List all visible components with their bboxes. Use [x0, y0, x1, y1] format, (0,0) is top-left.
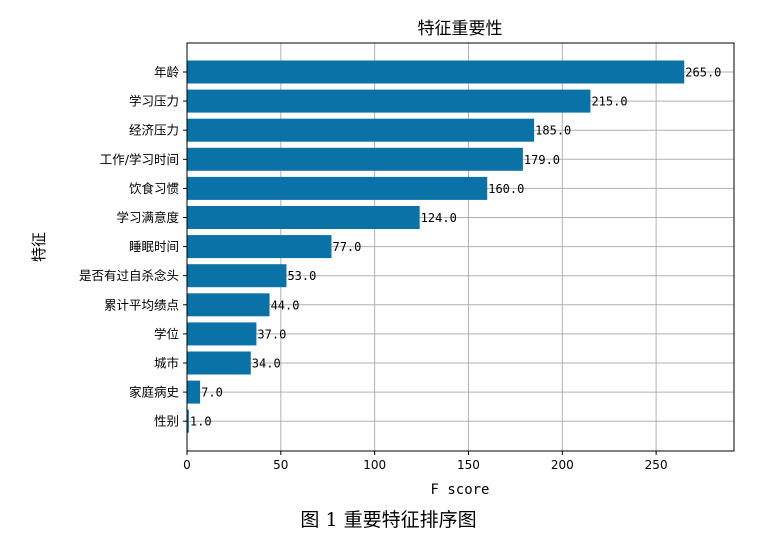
y-tick-label: 是否有过自杀念头	[79, 268, 179, 283]
bar-value-label: 185.0	[535, 124, 571, 138]
x-tick-label: 150	[457, 458, 480, 472]
bar-value-label: 1.0	[190, 415, 212, 429]
y-tick-label: 累计平均绩点	[104, 297, 179, 312]
bar	[187, 206, 420, 229]
bar	[187, 118, 535, 142]
bar-value-label: 77.0	[332, 240, 361, 254]
bar	[187, 89, 591, 113]
x-tick-label: 200	[551, 458, 574, 472]
y-axis-ticks: 年龄学习压力经济压力工作/学习时间饮食习惯学习满意度睡眠时间是否有过自杀念头累计…	[79, 65, 187, 429]
bar-value-label: 7.0	[201, 386, 223, 400]
y-tick-label: 城市	[154, 356, 179, 371]
y-tick-label: 学位	[154, 326, 179, 341]
bar	[187, 264, 287, 288]
y-tick-label: 学习满意度	[116, 210, 179, 225]
bar	[187, 293, 270, 317]
bar	[187, 60, 685, 84]
bar	[187, 351, 251, 375]
figure-caption: 图 1 重要特征排序图	[300, 509, 477, 531]
bar-value-label: 265.0	[685, 66, 721, 80]
y-tick-label: 家庭病史	[129, 385, 180, 400]
bar-value-label: 44.0	[271, 298, 300, 312]
bar-value-label: 53.0	[287, 269, 316, 283]
bar	[187, 147, 523, 171]
y-tick-label: 饮食习惯	[129, 181, 179, 196]
x-axis-title: F score	[430, 482, 489, 498]
bar-value-label: 124.0	[421, 211, 457, 225]
bar-value-label: 37.0	[257, 327, 286, 341]
bar	[187, 176, 488, 200]
bar-value-label: 179.0	[524, 153, 560, 167]
x-tick-label: 250	[645, 458, 668, 472]
bar-value-label: 215.0	[591, 95, 627, 109]
x-axis-ticks: 0 50 100 150 200 250	[183, 451, 668, 472]
bar	[187, 235, 332, 259]
y-tick-label: 学习压力	[129, 94, 179, 109]
y-axis-title: 特征	[30, 232, 48, 262]
y-tick-label: 睡眠时间	[129, 239, 179, 254]
y-tick-label: 年龄	[154, 65, 180, 80]
bar	[187, 409, 189, 433]
feature-importance-chart: 265.0 215.0 185.0 179.0 160.0 124.0 77.0 53.0 44…	[30, 19, 735, 498]
bar-value-label: 160.0	[488, 182, 524, 196]
y-tick-label: 经济压力	[129, 123, 179, 138]
x-tick-label: 50	[273, 458, 288, 472]
y-tick-label: 性别	[154, 414, 179, 429]
bar	[187, 322, 257, 346]
x-tick-label: 0	[183, 458, 191, 472]
x-tick-label: 100	[363, 458, 386, 472]
bar	[187, 380, 201, 404]
bar-value-label: 34.0	[252, 357, 281, 371]
bars-group: 265.0 215.0 185.0 179.0 160.0 124.0 77.0 53.0 44…	[187, 60, 721, 433]
chart-title: 特征重要性	[418, 19, 503, 39]
y-tick-label: 工作/学习时间	[100, 152, 179, 167]
